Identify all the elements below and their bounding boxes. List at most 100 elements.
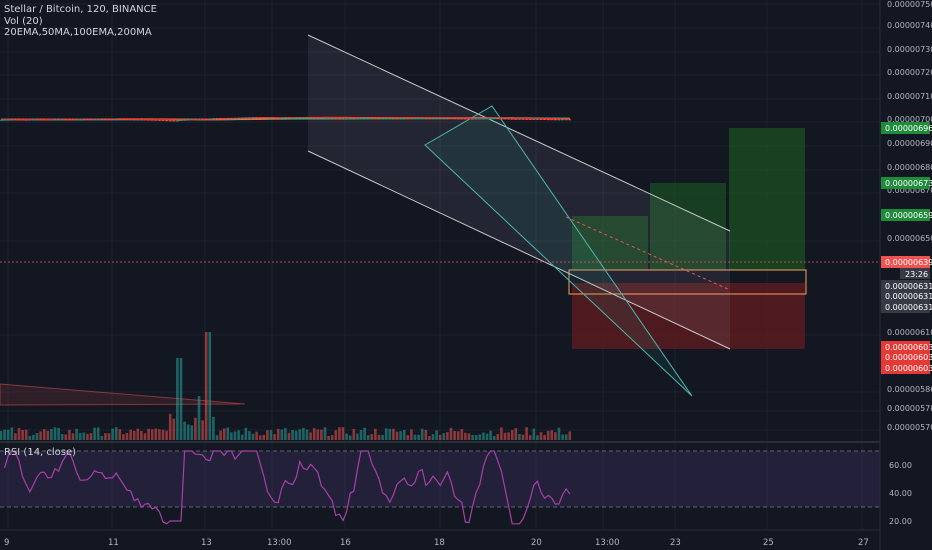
- volume-bar: [158, 429, 161, 440]
- volume-bar: [64, 434, 68, 440]
- time-tick: 13:00: [595, 538, 620, 548]
- candle-body: [100, 119, 104, 121]
- volume-bar: [514, 428, 518, 440]
- candle-body: [557, 119, 561, 121]
- candle-body: [219, 118, 222, 120]
- time-tick: 9: [4, 538, 9, 548]
- candle-body: [446, 117, 449, 119]
- price-tick: 0.00000610: [887, 328, 932, 337]
- candle-body: [392, 117, 395, 119]
- price-tick: 0.00000570: [887, 423, 932, 432]
- volume-bar: [136, 428, 140, 440]
- volume-bar: [370, 434, 374, 440]
- entry-box[interactable]: [568, 269, 807, 295]
- volume-bar: [363, 427, 366, 440]
- volume-bar: [122, 434, 125, 440]
- candle-body: [316, 117, 320, 119]
- volume-bar: [532, 428, 536, 440]
- candle-body: [71, 119, 75, 121]
- candle-body: [348, 118, 352, 120]
- candle-body: [194, 118, 197, 120]
- candle-body: [35, 119, 39, 121]
- candle-body: [129, 119, 132, 121]
- candle-body: [42, 119, 46, 121]
- candle-body: [107, 119, 111, 121]
- candle-body: [280, 117, 284, 119]
- candle-body: [136, 119, 140, 121]
- volume-bar: [194, 417, 197, 440]
- volume-bar: [255, 431, 258, 440]
- time-tick: 20: [531, 538, 542, 548]
- volume-bar: [71, 433, 75, 440]
- volume-bar: [330, 435, 334, 440]
- volume-bar: [348, 435, 352, 440]
- lower-left-triangle[interactable]: [0, 383, 246, 406]
- candle-body: [406, 118, 410, 120]
- candle-body: [190, 118, 194, 120]
- volume-bar: [402, 429, 406, 440]
- channel-lower-line[interactable]: [307, 150, 731, 350]
- volume-bar: [446, 432, 449, 440]
- time-tick: 23: [670, 538, 681, 548]
- candle-body: [489, 118, 492, 120]
- candle-body: [183, 119, 186, 121]
- descending-channel[interactable]: [0, 34, 731, 406]
- volume-bar: [489, 430, 492, 440]
- candle-body: [345, 118, 348, 120]
- candle-body: [366, 117, 370, 119]
- candle-body: [377, 117, 381, 119]
- volume-bar: [258, 435, 262, 440]
- profit-zone-3: [729, 128, 805, 270]
- label-bg-countdown: [900, 268, 930, 279]
- price-tick: 0.00000730: [887, 45, 932, 54]
- volume-bar: [323, 427, 327, 440]
- volume-bar: [510, 430, 514, 440]
- candle-body: [525, 118, 528, 120]
- volume-bar: [431, 434, 435, 440]
- volume-bar: [233, 431, 237, 440]
- candle-body: [82, 119, 86, 121]
- label-target-1: 0.00000659: [885, 211, 932, 220]
- candle-body: [251, 117, 255, 119]
- candle-body: [435, 118, 438, 120]
- channel-upper-line[interactable]: [307, 34, 731, 232]
- volume-bar: [172, 418, 176, 440]
- candle-body: [17, 119, 21, 121]
- volume-bar: [269, 430, 273, 440]
- volume-bar: [561, 434, 564, 440]
- volume-bar: [327, 435, 330, 440]
- pattern-triangle[interactable]: [424, 105, 693, 397]
- price-axis[interactable]: 0.00000750 0.00000740 0.00000730 0.00000…: [887, 0, 932, 432]
- candle-body: [244, 117, 248, 119]
- volume-bar: [46, 430, 50, 440]
- time-axis[interactable]: 9 11 13 13:00 16 18 20 13:00 23 25 27: [4, 538, 869, 548]
- candle-body: [442, 117, 446, 119]
- rsi-band: [0, 451, 880, 507]
- volume-bar: [420, 428, 424, 440]
- candle-body: [492, 117, 496, 119]
- volume-bar: [21, 430, 24, 440]
- volume-bar: [302, 427, 305, 440]
- candle-body: [363, 117, 366, 119]
- price-tick: 0.00000750: [887, 0, 932, 9]
- candle-body: [132, 119, 136, 121]
- time-tick: 25: [763, 538, 774, 548]
- long-position-zones[interactable]: [568, 128, 807, 349]
- volume-bar: [93, 427, 96, 440]
- candle-body: [381, 118, 384, 120]
- volume-bar: [345, 433, 348, 440]
- candle-body: [14, 119, 17, 121]
- volume-bar: [316, 429, 320, 440]
- candle-body: [53, 119, 57, 121]
- price-tick: 0.00000586: [887, 385, 932, 394]
- label-bg-entry: [881, 280, 930, 313]
- volume-bar: [338, 427, 341, 440]
- label-stop-2: 0.00000603: [885, 353, 932, 362]
- volume-bar: [482, 432, 485, 440]
- candle-body: [143, 119, 147, 121]
- candle-body: [384, 117, 388, 119]
- candle-body: [68, 119, 71, 121]
- candle-body: [309, 117, 312, 119]
- candle-body: [46, 119, 50, 121]
